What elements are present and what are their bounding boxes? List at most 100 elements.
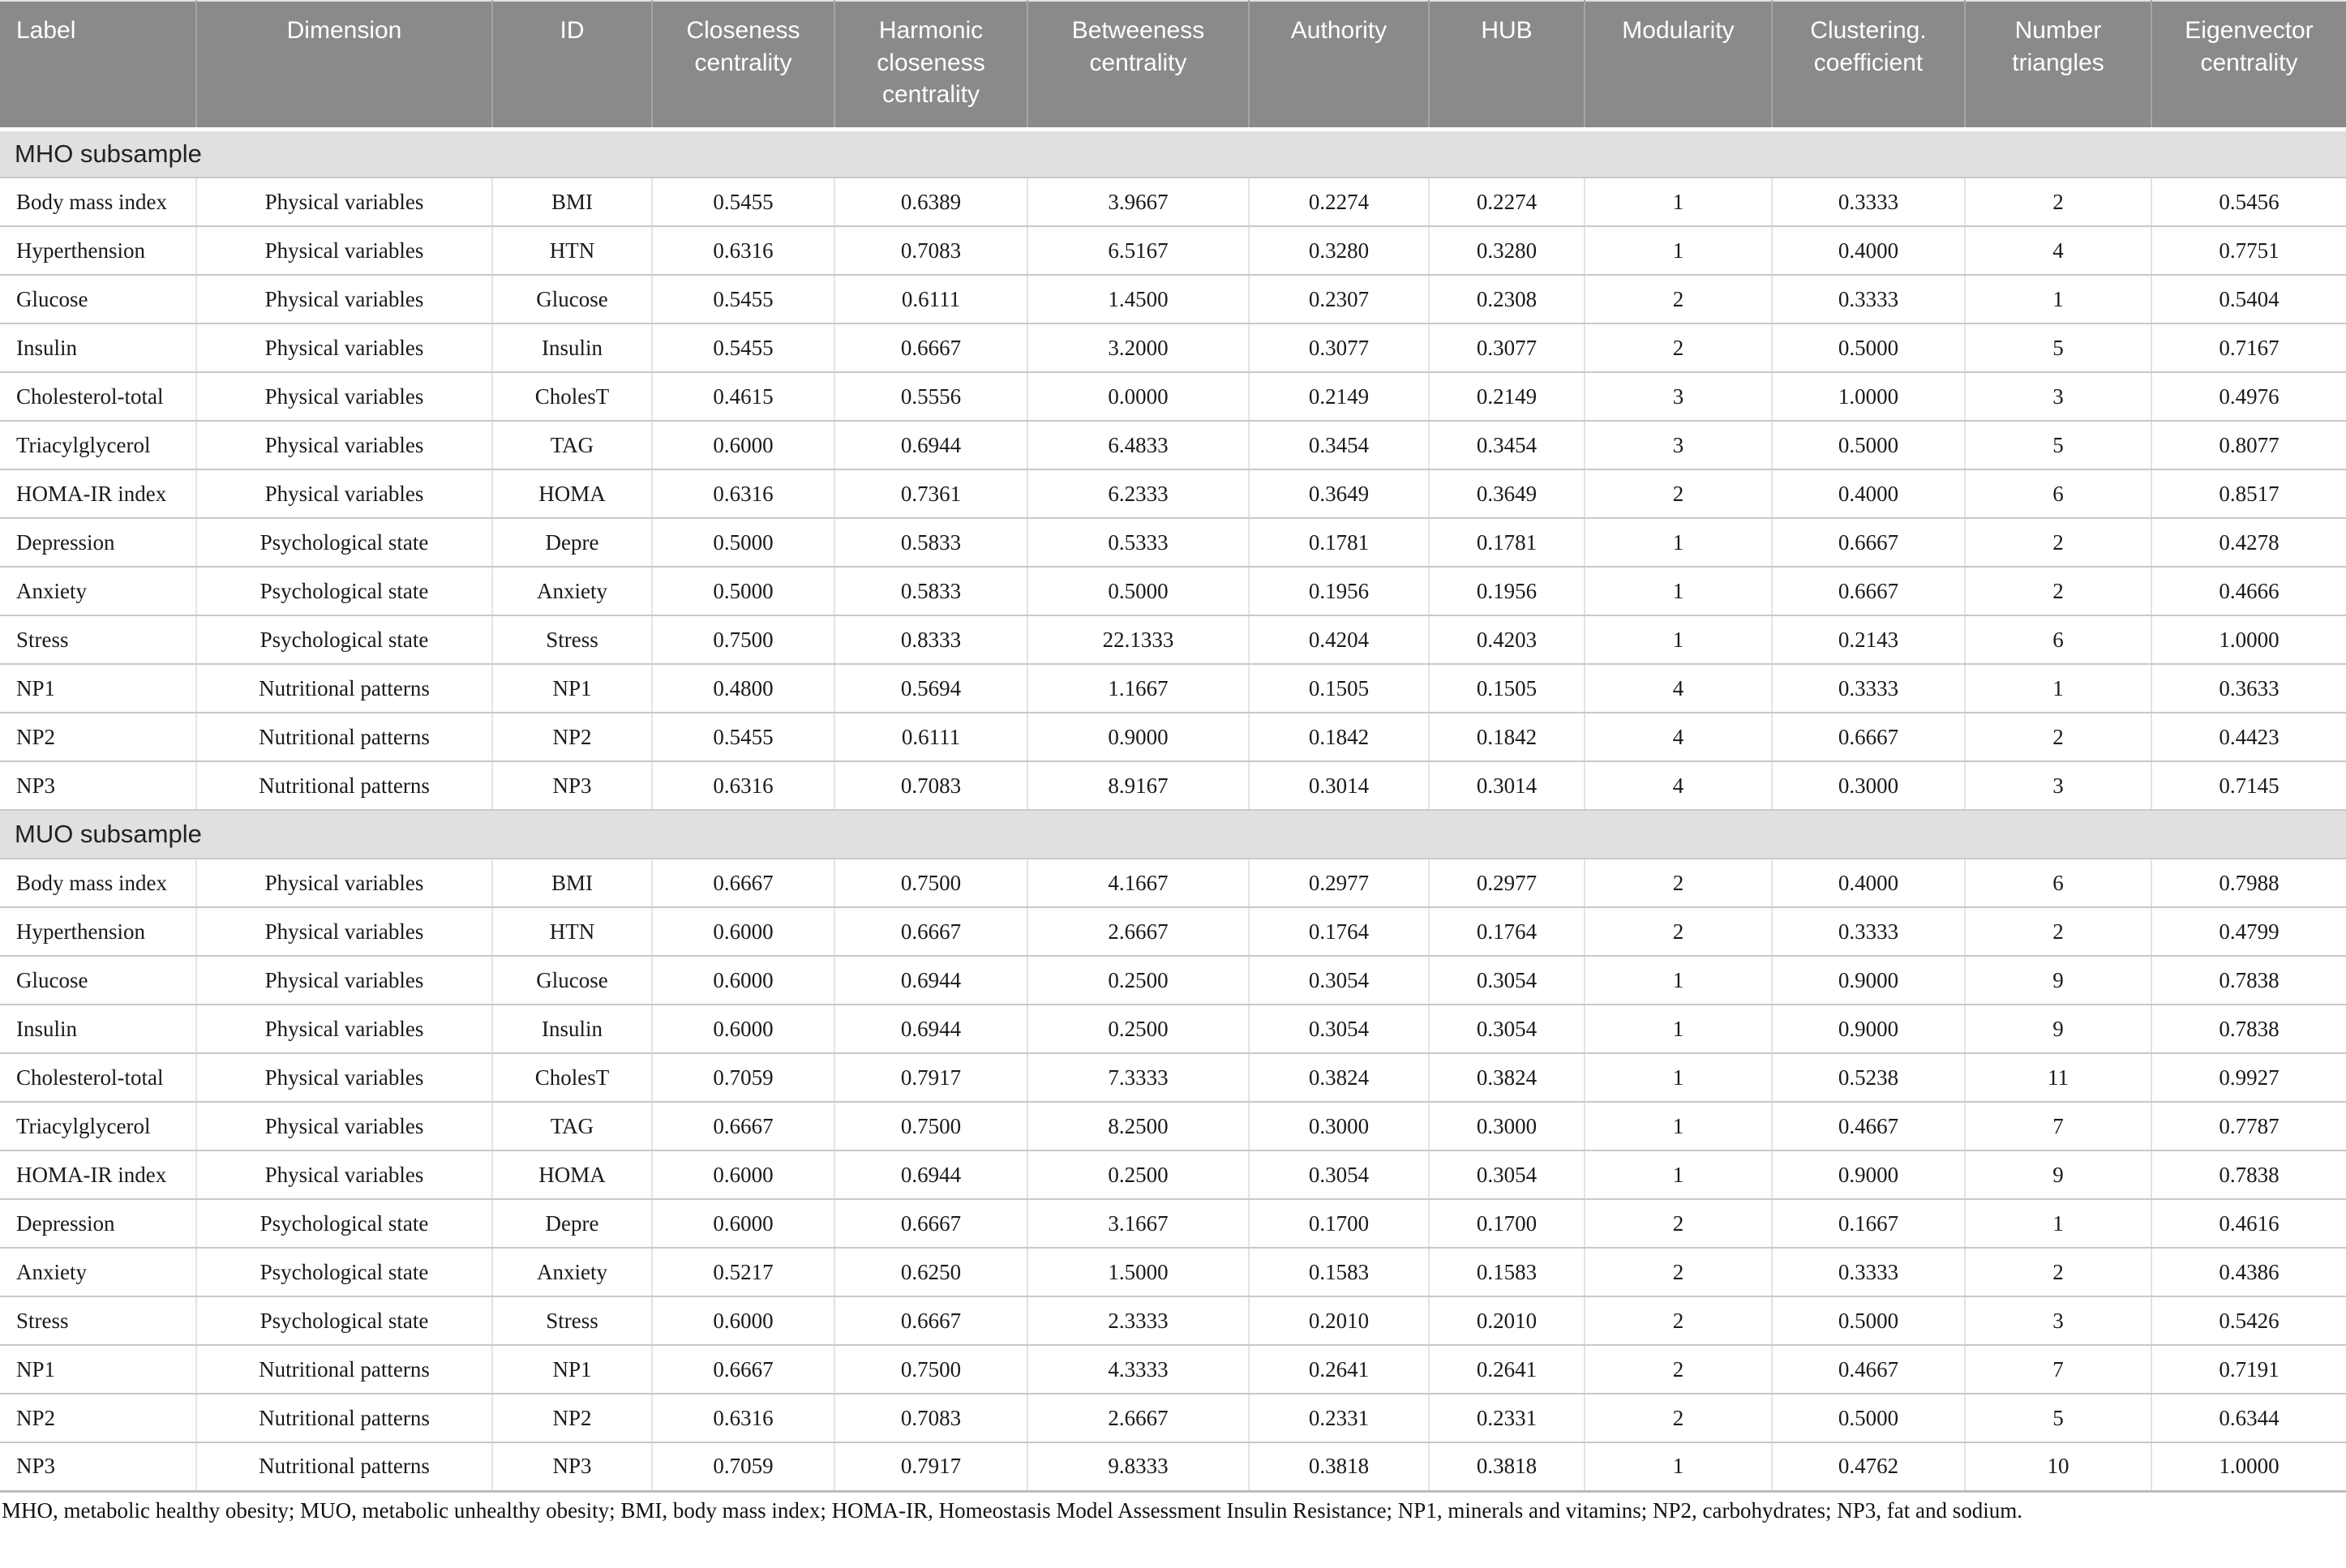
table-row: NP1 Nutritional patterns NP1 0.6667 0.7500 4.… [0, 1345, 2346, 1394]
cell-harmonic-closeness-centrality: 0.6111 [834, 275, 1027, 324]
cell-hub: 0.2641 [1428, 1345, 1585, 1394]
cell-eigenvector-centrality: 0.4386 [2151, 1248, 2346, 1297]
cell-number-triangles: 7 [1964, 1345, 2151, 1394]
cell-id: HTN [491, 226, 652, 276]
cell-label: Body mass index [0, 859, 196, 908]
cell-eigenvector-centrality: 0.7167 [2151, 323, 2346, 373]
cell-number-triangles: 2 [1964, 567, 2151, 616]
cell-hub: 0.3000 [1428, 1102, 1585, 1151]
cell-closeness-centrality: 0.6000 [651, 1296, 834, 1346]
cell-clustering-coefficient: 0.5000 [1771, 1394, 1965, 1443]
cell-modularity: 2 [1584, 1345, 1772, 1394]
cell-clustering-coefficient: 0.9000 [1771, 956, 1965, 1005]
cell-dimension: Physical variables [195, 907, 492, 957]
cell-eigenvector-centrality: 0.3633 [2151, 664, 2346, 713]
cell-number-triangles: 5 [1964, 1394, 2151, 1443]
cell-label: HOMA-IR index [0, 469, 196, 519]
cell-harmonic-closeness-centrality: 0.6250 [834, 1248, 1027, 1297]
cell-harmonic-closeness-centrality: 0.5694 [834, 664, 1027, 713]
cell-number-triangles: 6 [1964, 859, 2151, 908]
cell-number-triangles: 9 [1964, 956, 2151, 1005]
cell-label: Hyperthension [0, 226, 196, 276]
cell-label: Triacylglycerol [0, 1102, 196, 1151]
cell-id: TAG [491, 1102, 652, 1151]
cell-dimension: Psychological state [195, 567, 492, 616]
cell-betweeness-centrality: 0.5000 [1027, 567, 1249, 616]
cell-dimension: Physical variables [195, 226, 492, 276]
table-row: Triacylglycerol Physical variables TAG 0.66… [0, 1102, 2346, 1151]
col-header-modularity: Modularity [1584, 1, 1772, 131]
cell-label: Anxiety [0, 1248, 196, 1297]
table-row: NP2 Nutritional patterns NP2 0.6316 0.7083 2.… [0, 1394, 2346, 1443]
cell-modularity: 2 [1584, 275, 1772, 324]
cell-modularity: 2 [1584, 907, 1772, 957]
cell-label: Anxiety [0, 567, 196, 616]
cell-betweeness-centrality: 1.4500 [1027, 275, 1249, 324]
table-row: Stress Psychological state Stress 0.7500 0.8… [0, 615, 2346, 665]
cell-hub: 0.3014 [1428, 761, 1585, 811]
cell-dimension: Nutritional patterns [195, 1394, 492, 1443]
cell-eigenvector-centrality: 0.4423 [2151, 713, 2346, 762]
cell-eigenvector-centrality: 0.9927 [2151, 1053, 2346, 1103]
cell-dimension: Nutritional patterns [195, 664, 492, 713]
cell-clustering-coefficient: 0.5000 [1771, 323, 1965, 373]
section-title: MHO subsample [0, 129, 2346, 178]
cell-hub: 0.2308 [1428, 275, 1585, 324]
cell-harmonic-closeness-centrality: 0.7917 [834, 1053, 1027, 1103]
cell-harmonic-closeness-centrality: 0.7917 [834, 1442, 1027, 1493]
cell-closeness-centrality: 0.6000 [651, 907, 834, 957]
cell-modularity: 4 [1584, 664, 1772, 713]
cell-eigenvector-centrality: 0.4278 [2151, 518, 2346, 568]
cell-dimension: Psychological state [195, 1296, 492, 1346]
cell-dimension: Physical variables [195, 469, 492, 519]
cell-id: NP1 [491, 1345, 652, 1394]
cell-number-triangles: 2 [1964, 518, 2151, 568]
cell-modularity: 1 [1584, 1102, 1772, 1151]
cell-dimension: Physical variables [195, 323, 492, 373]
cell-modularity: 2 [1584, 1296, 1772, 1346]
cell-label: Stress [0, 1296, 196, 1346]
cell-hub: 0.3280 [1428, 226, 1585, 276]
cell-modularity: 1 [1584, 956, 1772, 1005]
cell-modularity: 1 [1584, 1005, 1772, 1054]
cell-id: BMI [491, 859, 652, 908]
cell-modularity: 4 [1584, 761, 1772, 811]
table-row: Anxiety Psychological state Anxiety 0.5000 0… [0, 567, 2346, 616]
cell-number-triangles: 9 [1964, 1005, 2151, 1054]
cell-dimension: Psychological state [195, 518, 492, 568]
cell-id: TAG [491, 421, 652, 470]
cell-hub: 0.3818 [1428, 1442, 1585, 1493]
cell-dimension: Physical variables [195, 956, 492, 1005]
cell-label: Hyperthension [0, 907, 196, 957]
cell-harmonic-closeness-centrality: 0.6944 [834, 956, 1027, 1005]
cell-id: Glucose [491, 956, 652, 1005]
cell-dimension: Physical variables [195, 421, 492, 470]
cell-harmonic-closeness-centrality: 0.6944 [834, 421, 1027, 470]
cell-eigenvector-centrality: 0.8517 [2151, 469, 2346, 519]
cell-betweeness-centrality: 3.9667 [1027, 178, 1249, 227]
cell-label: NP3 [0, 761, 196, 811]
cell-id: Stress [491, 1296, 652, 1346]
cell-number-triangles: 2 [1964, 1248, 2151, 1297]
cell-id: CholesT [491, 372, 652, 422]
cell-id: Glucose [491, 275, 652, 324]
cell-authority: 0.3280 [1248, 226, 1429, 276]
cell-eigenvector-centrality: 0.4976 [2151, 372, 2346, 422]
cell-id: CholesT [491, 1053, 652, 1103]
cell-modularity: 2 [1584, 1199, 1772, 1249]
section-title: MUO subsample [0, 810, 2346, 859]
cell-closeness-centrality: 0.5217 [651, 1248, 834, 1297]
cell-number-triangles: 6 [1964, 615, 2151, 665]
cell-authority: 0.3054 [1248, 956, 1429, 1005]
cell-harmonic-closeness-centrality: 0.6111 [834, 713, 1027, 762]
cell-authority: 0.3824 [1248, 1053, 1429, 1103]
col-header-closeness-centrality: Closeness centrality [651, 1, 834, 131]
cell-harmonic-closeness-centrality: 0.8333 [834, 615, 1027, 665]
cell-eigenvector-centrality: 0.7838 [2151, 1005, 2346, 1054]
cell-clustering-coefficient: 0.4000 [1771, 226, 1965, 276]
table-row: Depression Psychological state Depre 0.5000… [0, 518, 2346, 568]
cell-harmonic-closeness-centrality: 0.5556 [834, 372, 1027, 422]
cell-harmonic-closeness-centrality: 0.7083 [834, 1394, 1027, 1443]
cell-clustering-coefficient: 0.4000 [1771, 859, 1965, 908]
cell-closeness-centrality: 0.6000 [651, 1150, 834, 1200]
